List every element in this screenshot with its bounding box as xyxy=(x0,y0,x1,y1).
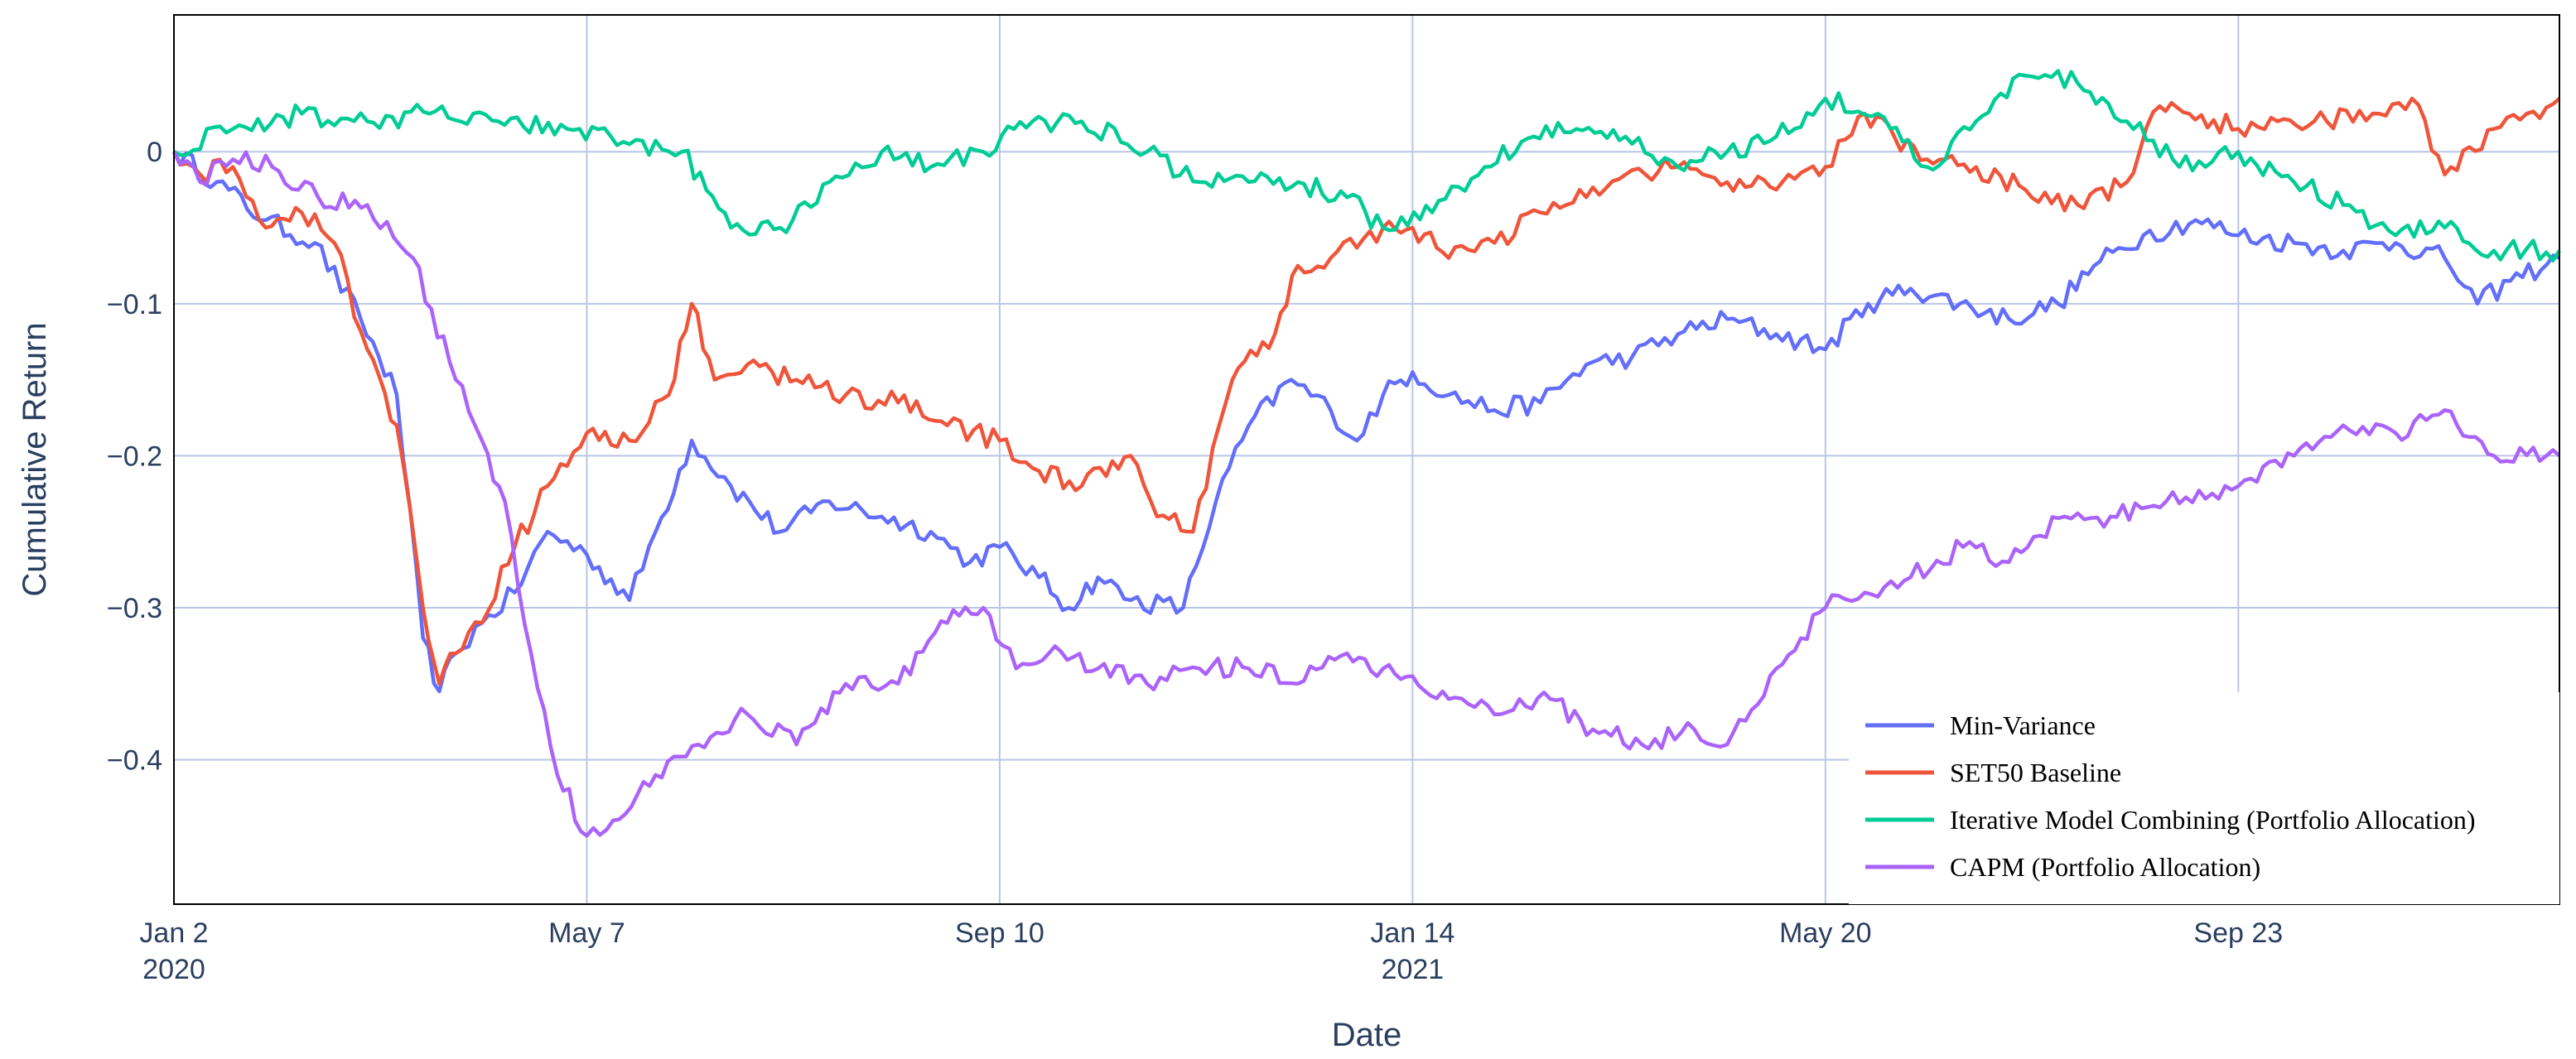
legend-item-iterative-model-combining[interactable]: Iterative Model Combining (Portfolio All… xyxy=(1865,805,2476,835)
x-tick-year-label: 2021 xyxy=(1382,954,1445,985)
legend: Min-Variance SET50 Baseline Iterative Mo… xyxy=(1849,692,2559,904)
x-tick-label: Sep 23 xyxy=(2193,917,2283,949)
series-line-iterative-model-combining-portfolio-allocation xyxy=(172,69,2561,263)
y-axis-title: Cumulative Return xyxy=(17,322,53,596)
legend-label-capm: CAPM (Portfolio Allocation) xyxy=(1950,852,2260,882)
legend-item-capm[interactable]: CAPM (Portfolio Allocation) xyxy=(1865,852,2260,882)
x-tick-label: May 20 xyxy=(1779,917,1872,949)
y-tick-label: −0.1 xyxy=(107,289,162,320)
legend-background xyxy=(1849,692,2559,904)
y-tick-labels: 0 −0.1 −0.2 −0.3 −0.4 xyxy=(107,137,162,776)
x-tick-label: May 7 xyxy=(548,917,625,949)
x-tick-label: Jan 2 xyxy=(139,917,208,949)
plot-border xyxy=(173,14,2560,905)
legend-item-set50-baseline[interactable]: SET50 Baseline xyxy=(1865,758,2121,787)
legend-item-min-variance[interactable]: Min-Variance xyxy=(1865,710,2096,740)
legend-label-min-variance: Min-Variance xyxy=(1950,710,2096,740)
legend-label-set50-baseline: SET50 Baseline xyxy=(1950,758,2121,787)
series-lines xyxy=(171,69,2561,838)
x-tick-label: Sep 10 xyxy=(955,917,1044,949)
x-axis-title: Date xyxy=(1332,1017,1402,1053)
series-line-capm-portfolio-allocation xyxy=(172,150,2561,838)
x-tick-label: Jan 14 xyxy=(1370,917,1454,949)
y-tick-label: 0 xyxy=(147,137,162,168)
series-line-min-variance xyxy=(171,151,2560,694)
legend-label-iterative-model-combining: Iterative Model Combining (Portfolio All… xyxy=(1950,805,2476,835)
x-tick-labels: Jan 2 2020 May 7 Sep 10 Jan 14 2021 May 20 Sep … xyxy=(139,917,2283,985)
y-tick-label: −0.3 xyxy=(107,593,162,624)
y-tick-label: −0.4 xyxy=(107,745,162,777)
x-tick-year-label: 2020 xyxy=(142,954,205,985)
y-tick-label: −0.2 xyxy=(107,440,162,472)
series-line-set50-baseline xyxy=(171,96,2561,686)
